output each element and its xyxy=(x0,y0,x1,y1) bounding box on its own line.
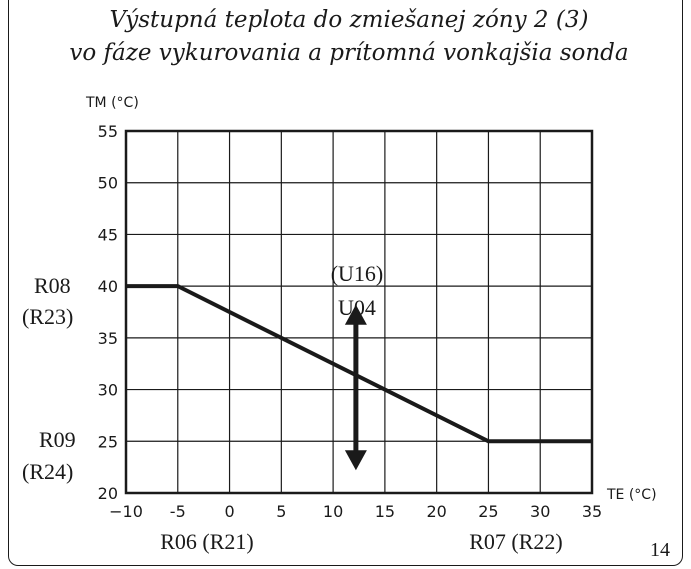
x-tick-label: 5 xyxy=(276,502,286,521)
y-tick-label: 20 xyxy=(98,484,118,503)
x-axis-label: TE (°C) xyxy=(606,487,657,503)
x-tick-label: 20 xyxy=(426,502,446,521)
y-tick-label: 25 xyxy=(98,432,118,451)
plot-area-border xyxy=(124,129,594,495)
arrow-head-down-icon xyxy=(344,450,367,471)
page-number: 14 xyxy=(650,539,670,561)
figure-frame xyxy=(8,0,683,566)
x-tick-labels: −10 -5 0 5 10 15 20 25 30 35 xyxy=(109,502,602,521)
x-tick-label: 15 xyxy=(375,502,395,521)
y-tick-labels: 20 25 30 35 40 45 50 55 xyxy=(98,122,118,503)
x-tick-label: 10 xyxy=(323,502,343,521)
y-axis-label: TM (°C) xyxy=(85,95,139,111)
label-u16: (U16) xyxy=(331,261,384,286)
chart-title-line2: vo fáze vykurovania a prítomná vonkajšia… xyxy=(69,40,628,66)
y-tick-label: 40 xyxy=(98,277,118,296)
y-tick-label: 30 xyxy=(98,381,118,400)
label-r08: R08 xyxy=(34,273,71,298)
adjustment-arrow xyxy=(344,304,367,471)
x-tick-label: -5 xyxy=(170,502,186,521)
x-tick-label: 30 xyxy=(530,502,550,521)
x-tick-label: 35 xyxy=(582,502,602,521)
series-line xyxy=(126,284,592,444)
chart-title-line1: Výstupná teplota do zmiešanej zóny 2 (3) xyxy=(110,7,589,33)
x-tick-label: −10 xyxy=(109,502,143,521)
label-r24: (R24) xyxy=(22,459,73,484)
label-x-min-ref: R06 (R21) xyxy=(160,529,254,554)
arrow-head-up-icon xyxy=(344,304,367,325)
label-u04: U04 xyxy=(338,295,376,320)
label-r09: R09 xyxy=(39,427,76,452)
y-tick-label: 55 xyxy=(98,122,118,141)
x-tick-label: 25 xyxy=(478,502,498,521)
label-r23: (R23) xyxy=(22,304,73,329)
label-x-max-ref: R07 (R22) xyxy=(469,529,563,554)
y-tick-label: 45 xyxy=(98,225,118,244)
x-tick-label: 0 xyxy=(224,502,234,521)
y-tick-label: 35 xyxy=(98,329,118,348)
y-tick-label: 50 xyxy=(98,174,118,193)
